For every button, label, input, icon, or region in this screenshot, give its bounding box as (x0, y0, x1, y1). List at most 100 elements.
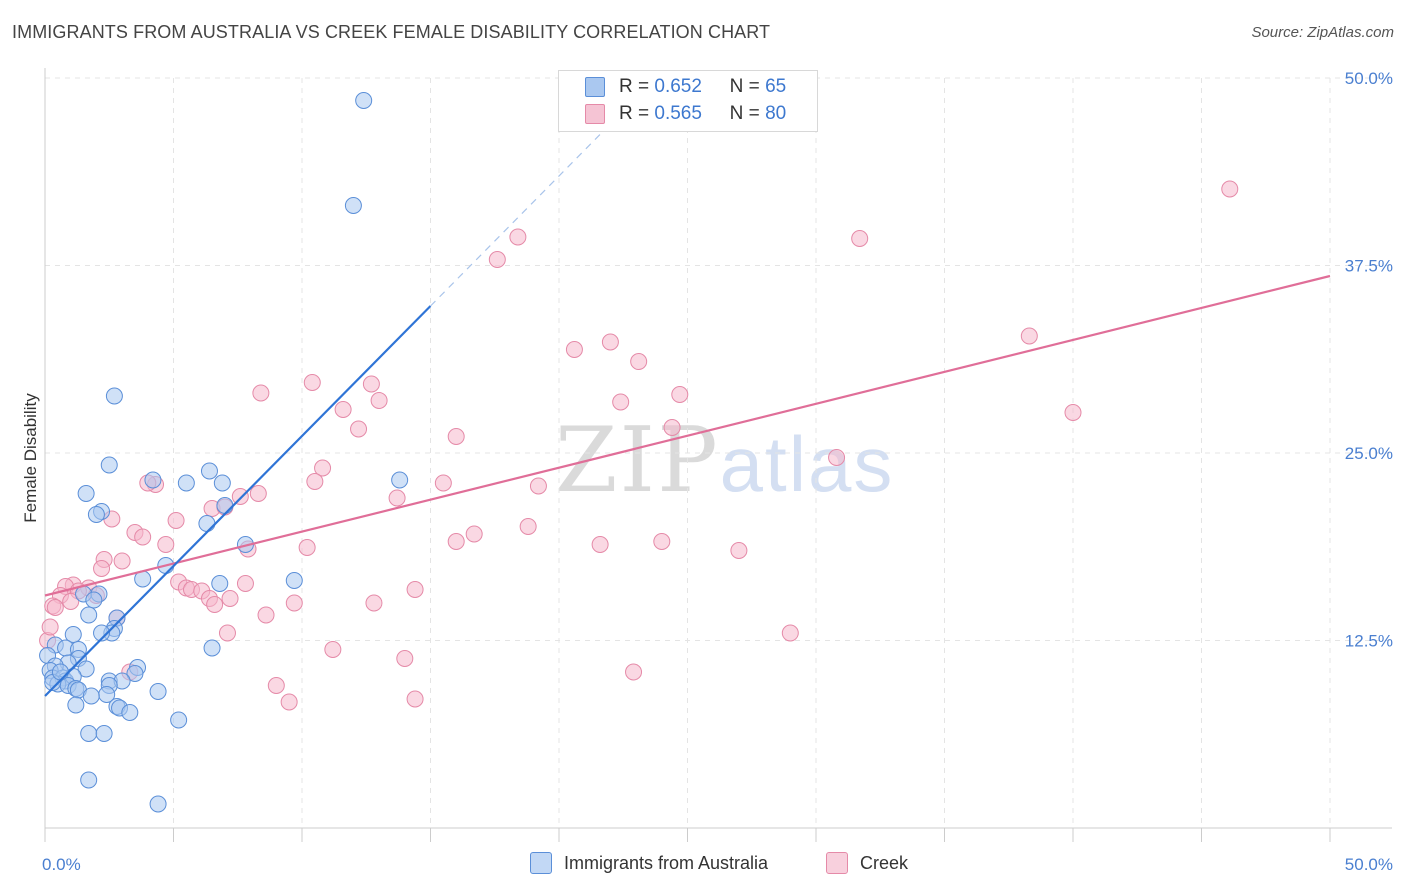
trendlines (44, 110, 1331, 697)
australia-point (80, 606, 98, 624)
legend-label-creek: Creek (860, 852, 909, 873)
creek-point (350, 420, 368, 438)
creek-point (630, 353, 648, 370)
legend-item-creek[interactable]: Creek (826, 852, 908, 874)
creek-point (93, 560, 111, 577)
australia-point (85, 591, 103, 609)
australia-point (149, 683, 167, 700)
creek-point (221, 590, 239, 607)
creek-point (362, 375, 380, 393)
creek-point (298, 539, 316, 556)
australia-point (198, 515, 216, 532)
australia-point (82, 687, 100, 705)
watermark: ZIPatlas (555, 408, 894, 513)
creek-point (781, 624, 799, 642)
y-tick-label: 12.5% (1345, 632, 1393, 651)
australia-point (80, 771, 98, 789)
creek-point (218, 624, 236, 642)
australia-point (216, 497, 234, 514)
creek-point (306, 473, 324, 490)
legend-n-value: 80 (765, 103, 787, 124)
australia-point (203, 639, 221, 657)
legend-swatch-pink (826, 852, 848, 874)
legend-r-label: R = (619, 103, 650, 124)
creek-point (370, 392, 388, 409)
creek-point (41, 618, 59, 636)
axes (44, 68, 1392, 842)
creek-point (280, 693, 298, 711)
australia-trendline-extension (430, 110, 624, 307)
creek-point (267, 677, 285, 694)
y-tick-label: 50.0% (1345, 69, 1393, 88)
creek-point (406, 581, 424, 598)
creek-point (113, 552, 131, 570)
creek-point (157, 536, 175, 553)
australia-point (64, 626, 82, 643)
creek-point (334, 401, 352, 418)
creek-point (519, 518, 537, 535)
creek-point (509, 228, 527, 246)
creek-point (601, 333, 619, 351)
legend-label-australia: Immigrants from Australia (564, 852, 769, 873)
creek-point (1020, 327, 1038, 345)
legend-r-value: 0.565 (654, 103, 702, 124)
creek-trendline (44, 274, 1331, 597)
australia-point (144, 471, 162, 489)
creek-point (303, 374, 321, 391)
creek-point (252, 384, 270, 402)
creek-point (167, 512, 185, 529)
creek-point (206, 596, 224, 613)
legend-n-value: 65 (765, 76, 787, 97)
creek-point (257, 606, 275, 624)
creek-point (625, 663, 643, 681)
creek-point (730, 542, 748, 559)
australia-point (77, 660, 95, 678)
australia-point (67, 696, 85, 714)
australia-point (355, 92, 373, 109)
legend-row-creek: R = 0.565 N = 80 (585, 102, 786, 126)
creek-point (1064, 404, 1082, 421)
watermark-zip: ZIP (555, 408, 720, 513)
legend-item-australia[interactable]: Immigrants from Australia (530, 852, 768, 874)
creek-points (39, 180, 1239, 711)
legend-swatch-blue (585, 77, 605, 97)
australia-points (39, 92, 409, 813)
australia-point (77, 485, 95, 502)
y-tick-label: 37.5% (1345, 257, 1393, 276)
australia-point (285, 572, 303, 589)
tick-labels: 12.5% 25.0% 37.5% 50.0% 0.0% 50.0% (42, 69, 1393, 874)
creek-point (612, 393, 630, 411)
creek-point (663, 419, 681, 436)
australia-point (80, 725, 98, 742)
creek-point (671, 386, 689, 403)
watermark-atlas: atlas (719, 420, 895, 508)
correlation-legend: R = 0.652 N = 65 R = 0.565 N = 80 (558, 70, 818, 132)
creek-point (465, 525, 483, 543)
creek-point (62, 593, 80, 610)
legend-r-label: R = (619, 76, 650, 97)
creek-point (447, 428, 465, 445)
australia-point (213, 474, 231, 492)
australia-point (126, 665, 144, 682)
legend-n-label: N = (729, 103, 760, 124)
australia-point (51, 663, 69, 681)
australia-point (391, 471, 409, 489)
creek-point (653, 533, 671, 550)
australia-point (95, 725, 113, 742)
grid-lines (45, 77, 1392, 828)
series-legend: Immigrants from Australia Creek (0, 852, 1406, 878)
legend-row-australia: R = 0.652 N = 65 (585, 75, 786, 99)
australia-point (87, 506, 105, 523)
creek-point (231, 488, 249, 505)
creek-point (285, 594, 303, 612)
creek-point (529, 477, 547, 495)
creek-point (314, 459, 332, 477)
creek-point (365, 594, 383, 612)
australia-point (149, 795, 167, 813)
creek-point (591, 536, 609, 553)
australia-point (211, 575, 229, 592)
creek-point (406, 690, 424, 708)
creek-point (236, 575, 254, 592)
creek-point (388, 489, 406, 507)
